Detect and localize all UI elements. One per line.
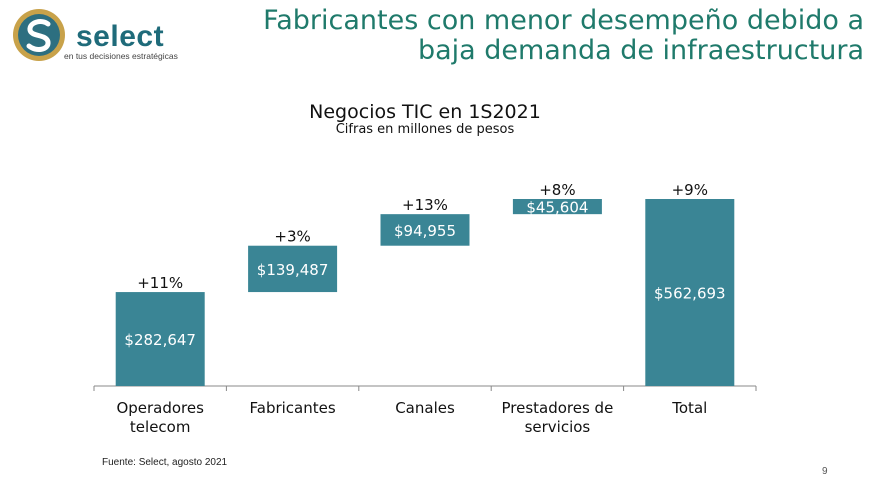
growth-label: +13% — [402, 196, 448, 214]
category-label-line: Prestadores de — [501, 399, 613, 417]
slide-title-line-2: baja demanda de infraestructura — [417, 35, 864, 66]
logo-tagline: en tus decisiones estratégicas — [64, 51, 178, 61]
category-label: Canales — [395, 399, 455, 417]
logo-wordmark: select — [76, 20, 165, 53]
bar-value-label: $139,487 — [257, 261, 329, 279]
category-label-line: Operadores — [116, 399, 204, 417]
bar — [115, 292, 205, 386]
category-label: Fabricantes — [250, 399, 336, 417]
growth-label: +11% — [137, 274, 183, 292]
category-label-line: Total — [671, 399, 707, 417]
bar — [645, 199, 735, 386]
category-label-line: Canales — [395, 399, 455, 417]
category-label: Operadores telecom — [116, 399, 204, 436]
select-logo: select en tus decisiones estratégicas — [12, 8, 182, 64]
slide-title-line-1: Fabricantes con menor desempeño debido a — [263, 5, 864, 36]
bar-value-label: $562,693 — [654, 285, 726, 303]
bar — [380, 214, 470, 246]
bar-value-label: $282,647 — [124, 331, 196, 349]
bar-value-label: $94,955 — [394, 222, 456, 240]
bar-value-label: $45,604 — [526, 199, 588, 217]
bar — [248, 245, 338, 293]
category-label-line: Fabricantes — [250, 399, 336, 417]
growth-label: +9% — [672, 181, 708, 199]
category-label: Total — [671, 399, 707, 417]
category-label-line: servicios — [525, 418, 591, 436]
category-label: Prestadores de servicios — [501, 399, 613, 436]
growth-label: +3% — [274, 228, 310, 246]
slide-title: Fabricantes con menor desempeño debido a… — [263, 6, 864, 66]
chart-subtitle: Cifras en millones de pesos — [335, 122, 515, 137]
page-number: 9 — [822, 466, 828, 477]
chart-title: Negocios TIC en 1S2021 — [309, 101, 541, 123]
category-label-line: telecom — [130, 418, 191, 436]
select-logo-icon — [13, 9, 65, 61]
bar — [512, 199, 602, 215]
growth-label: +8% — [539, 181, 575, 199]
source-note: Fuente: Select, agosto 2021 — [102, 457, 228, 468]
